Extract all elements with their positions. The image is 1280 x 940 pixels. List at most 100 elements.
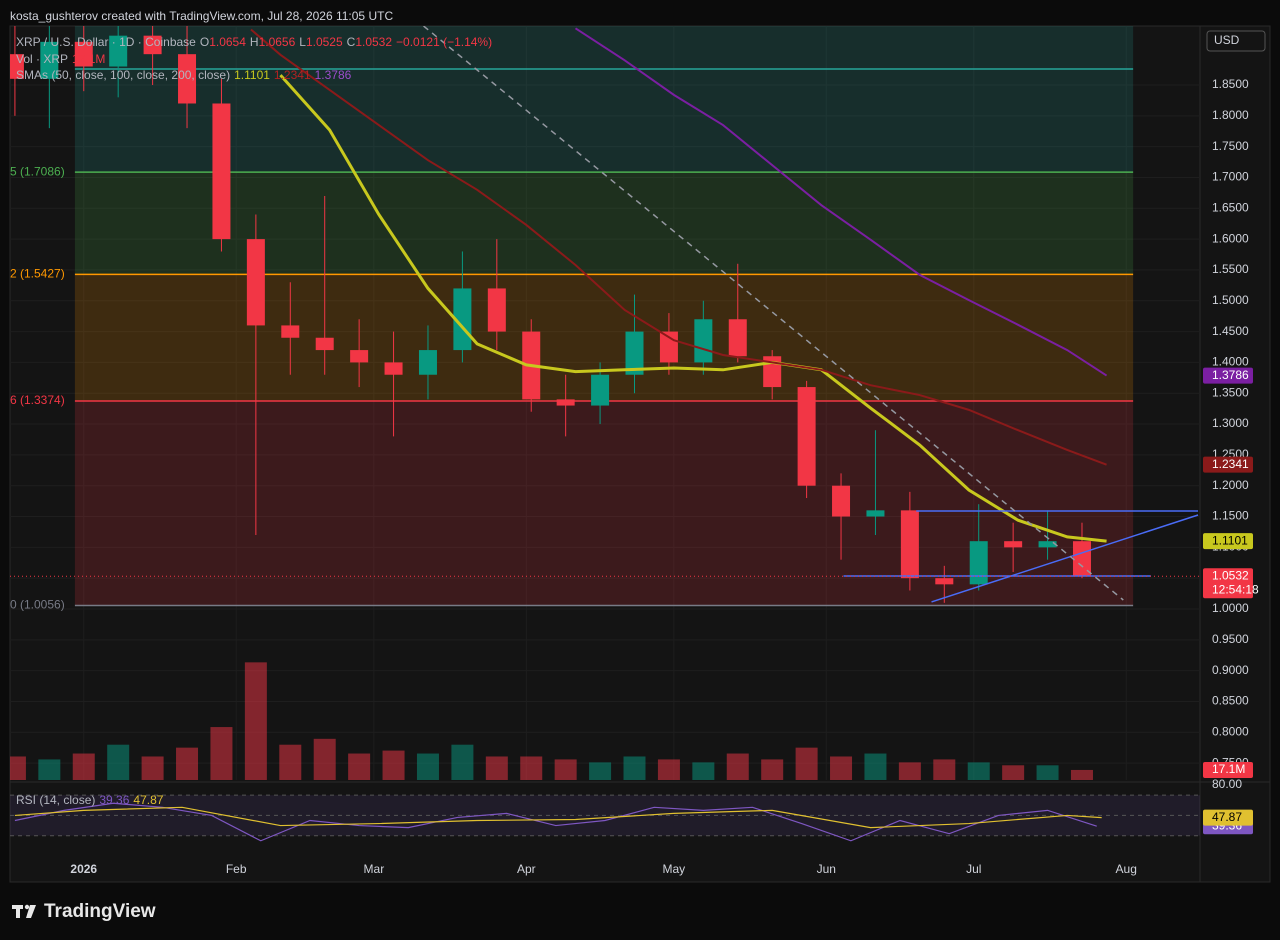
volume-bar <box>485 756 508 780</box>
candle-body <box>832 485 851 517</box>
y-tick-label: 1.6000 <box>1212 231 1249 245</box>
y-tick-label: 1.8000 <box>1212 108 1249 122</box>
sma-line <box>250 28 1107 466</box>
candle-body <box>40 41 59 79</box>
legend: XRP / U.S. Dollar · 1D · Coinbase O1.0654… <box>16 35 496 49</box>
y-tick-label: 0.9500 <box>1212 632 1249 646</box>
candle-body <box>453 288 472 351</box>
ohlc-item: 1.0656 <box>258 35 296 49</box>
price-pane <box>10 26 1200 780</box>
volume-bar <box>830 756 853 780</box>
volume-bar <box>141 756 164 780</box>
candle-body <box>315 337 334 351</box>
candle-body <box>866 510 885 517</box>
candle-body <box>109 35 128 67</box>
ohlc-item: L <box>299 35 306 49</box>
axis-badge-label: 1.3786 <box>1212 368 1249 382</box>
y-tick-label: 1.7500 <box>1212 139 1249 153</box>
volume-bar <box>451 744 474 780</box>
candle-body <box>694 319 713 363</box>
x-tick-label: 2026 <box>70 862 97 876</box>
fib-label: 6 (1.3374) <box>10 393 65 407</box>
sma-line <box>574 27 1108 377</box>
volume-bar <box>657 759 680 780</box>
axis-badge <box>1203 568 1253 599</box>
fib-band <box>74 172 1134 275</box>
rsi-line <box>14 806 1102 829</box>
x-tick-label: Jul <box>966 862 981 876</box>
volume-bar <box>348 753 371 780</box>
volume-bar <box>589 762 612 780</box>
countdown: 12:54:18 <box>1212 582 1259 596</box>
rsi-legend: RSI (14, close) 39.36 47.87 <box>16 793 167 807</box>
x-tick-label: May <box>663 862 686 876</box>
logo-icon <box>12 904 36 918</box>
y-tick-label: 1.7000 <box>1212 170 1249 184</box>
sma-value: 1.2341 <box>273 68 311 82</box>
x-tick-label: Aug <box>1116 862 1137 876</box>
axis-badge <box>1203 367 1253 384</box>
volume-bar <box>795 747 818 780</box>
candle-body <box>350 350 369 363</box>
candle-body <box>797 387 816 486</box>
volume-bar <box>967 762 990 780</box>
y-tick-label: 1.2000 <box>1212 478 1249 492</box>
rsi-value: 39.36 <box>99 793 130 807</box>
volume-bar <box>726 753 749 780</box>
volume-bar <box>692 762 715 780</box>
fib-label: 5 (1.7086) <box>10 164 65 178</box>
y-tick-label: 1.4000 <box>1212 355 1249 369</box>
volume-bar <box>761 759 784 780</box>
fib-band <box>74 400 1134 606</box>
ohlc: O1.0654 H1.0656 L1.0525 C1.0532 −0.0121 (−1.… <box>200 35 492 49</box>
rsi-ma-value: 47.87 <box>133 793 164 807</box>
sma-value: 1.1101 <box>234 68 270 82</box>
volume-bar <box>10 756 26 780</box>
volume-bar <box>864 753 887 780</box>
y-tick-label: 1.3500 <box>1212 385 1249 399</box>
volume-bar <box>210 727 233 780</box>
y-tick-label: 1.3000 <box>1212 416 1249 430</box>
candle-body <box>935 578 954 585</box>
rsi-pane <box>10 794 1200 842</box>
y-tick-label: 1.6500 <box>1212 200 1249 214</box>
volume-bar <box>279 744 302 780</box>
candle-body <box>212 103 231 240</box>
candle-body <box>143 35 162 55</box>
volume-bar <box>1002 765 1025 780</box>
rsi-line <box>14 802 1097 842</box>
candle-body <box>625 331 644 375</box>
axis-badge-label: 1.1101 <box>1212 533 1248 547</box>
y-tick-label: 0.8500 <box>1212 694 1249 708</box>
sma-value: 1.3786 <box>314 68 352 82</box>
volume-bar <box>416 753 439 780</box>
x-tick-label: Feb <box>226 862 247 876</box>
candle-body <box>487 288 506 332</box>
y-tick-label: 1.1500 <box>1212 509 1249 523</box>
y-tick-label: 0.8000 <box>1212 724 1249 738</box>
y-tick-label: 1.0000 <box>1212 601 1249 615</box>
x-tick-label: Mar <box>364 862 385 876</box>
sma-title: SMAs (50, close, 100, close, 200, close) <box>16 68 231 82</box>
candle-body <box>418 350 437 375</box>
ohlc-item: O <box>199 35 210 49</box>
axis-badge-label: 17.1M <box>1212 762 1245 776</box>
header: kosta_gushterov created with TradingView… <box>10 9 394 23</box>
axis-badge-label: 1.0532 <box>1212 568 1249 582</box>
y-tick-label: 1.5500 <box>1212 262 1249 276</box>
ohlc-item: −0.0121 (−1.14%) <box>396 35 493 49</box>
volume-bar <box>382 750 405 780</box>
rsi-title: RSI (14, close) <box>16 793 96 807</box>
sma-legend: SMAs (50, close, 100, close, 200, close)… <box>16 68 355 82</box>
candle-body <box>246 239 265 326</box>
axis-badge <box>1203 761 1253 778</box>
candle-body <box>556 399 575 406</box>
x-tick-label: Apr <box>517 862 536 876</box>
axis-badge-label: 47.87 <box>1212 810 1242 824</box>
sma-line <box>279 74 1107 543</box>
trend-line <box>423 26 1124 601</box>
candle-body <box>728 319 747 357</box>
currency-button[interactable] <box>1206 30 1266 52</box>
axis-badge <box>1203 809 1253 826</box>
y-tick-label: 0.9000 <box>1212 663 1249 677</box>
